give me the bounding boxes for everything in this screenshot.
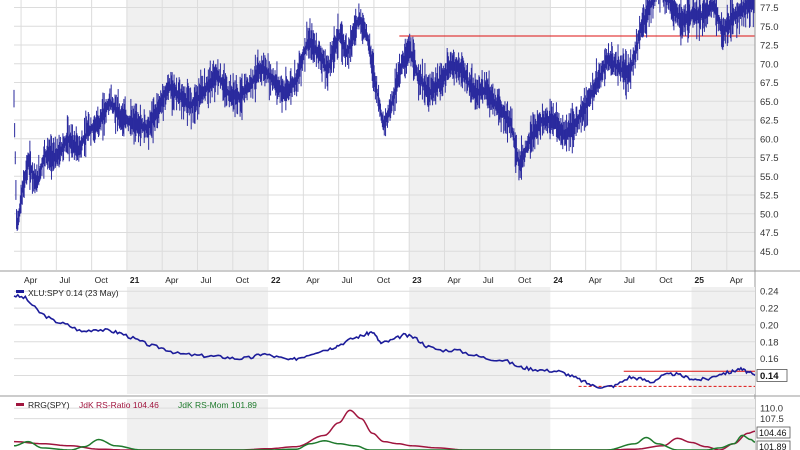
- y-tick-label: 55.0: [760, 172, 779, 183]
- x-tick-label: Apr: [589, 275, 602, 285]
- x-tick-label: 21: [130, 275, 140, 285]
- y-tick-label: 57.5: [760, 153, 779, 164]
- y-tick-label: 72.5: [760, 41, 779, 52]
- y-tick-label: 62.5: [760, 116, 779, 127]
- year-band: [691, 399, 755, 450]
- x-tick-label: Jul: [342, 275, 353, 285]
- year-band: [409, 399, 551, 450]
- x-tick-label: Oct: [659, 275, 673, 285]
- y-tick-label: 107.5: [760, 414, 784, 425]
- x-tick-label: Apr: [306, 275, 319, 285]
- x-tick-label: Oct: [95, 275, 109, 285]
- x-tick-label: Jul: [200, 275, 211, 285]
- last-value-tag: [756, 440, 791, 450]
- x-tick-label: Oct: [236, 275, 250, 285]
- y-tick-label: 0.22: [760, 304, 779, 315]
- x-tick-label: 25: [694, 275, 704, 285]
- x-tick-label: Apr: [24, 275, 37, 285]
- x-tick-label: Oct: [518, 275, 532, 285]
- x-tick-label: 22: [271, 275, 281, 285]
- year-band: [126, 399, 269, 450]
- y-tick-label: 110.0: [760, 404, 783, 415]
- y-tick-label: 0.20: [760, 320, 779, 331]
- y-tick-label: 45.0: [760, 247, 779, 258]
- year-shading-price: [126, 0, 755, 270]
- last-value-tag: [756, 369, 788, 382]
- year-shading-ratio: [126, 287, 755, 394]
- year-shading-rrg: [126, 399, 755, 450]
- y-tick-label: 0.18: [760, 337, 779, 348]
- y-tick-label: 77.5: [760, 3, 779, 14]
- legend-swatch: [16, 290, 24, 293]
- ratio-legend: XLU:SPY 0.14 (23 May): [28, 288, 119, 298]
- y-tick-label: 0.24: [760, 287, 779, 298]
- year-band: [126, 287, 269, 394]
- price-bars: [13, 0, 756, 231]
- x-tick-label: Jul: [483, 275, 494, 285]
- x-tick-label: Apr: [730, 275, 743, 285]
- last-value-tag: [756, 426, 791, 439]
- year-band: [691, 287, 755, 394]
- y-tick-label: 0.16: [760, 354, 779, 365]
- y-tick-label: 75.0: [760, 22, 779, 33]
- x-tick-label: Jul: [59, 275, 70, 285]
- y-tick-label: 65.0: [760, 97, 779, 108]
- y-tick-label: 60.0: [760, 134, 779, 145]
- y-tick-label: 67.5: [760, 78, 779, 89]
- rrg-last-ratio: 104.46: [759, 428, 787, 438]
- x-tick-label: Apr: [165, 275, 178, 285]
- y-tick-label: 70.0: [760, 59, 779, 70]
- y-tick-label: 50.0: [760, 209, 779, 220]
- x-tick-label: 23: [412, 275, 422, 285]
- x-tick-label: Jul: [624, 275, 635, 285]
- legend-swatch: [16, 403, 24, 406]
- rrg-legend-mom: JdK RS-Mom 101.89: [178, 400, 257, 410]
- ratio-panel: 0.14 0.16 0.18 0.20 0.22 0.24 XLU:SPY 0.14 (23…: [0, 287, 800, 397]
- y-tick-label: 52.5: [760, 191, 779, 202]
- x-tick-label: 24: [553, 275, 563, 285]
- year-band: [409, 287, 551, 394]
- rs-mom-line: [13, 434, 756, 450]
- x-tick-label: Oct: [377, 275, 391, 285]
- rrg-last-mom: 101.89: [759, 442, 787, 450]
- rs-ratio-line: [13, 409, 756, 450]
- y-tick-label: 47.5: [760, 228, 779, 239]
- ratio-line: [13, 293, 756, 389]
- last-value-label: 0.14: [760, 371, 779, 382]
- rrg-legend-ratio: JdK RS-Ratio 104.46: [79, 400, 159, 410]
- rrg-legend-prefix: RRG(SPY): [28, 400, 70, 410]
- x-tick-label: Apr: [447, 275, 460, 285]
